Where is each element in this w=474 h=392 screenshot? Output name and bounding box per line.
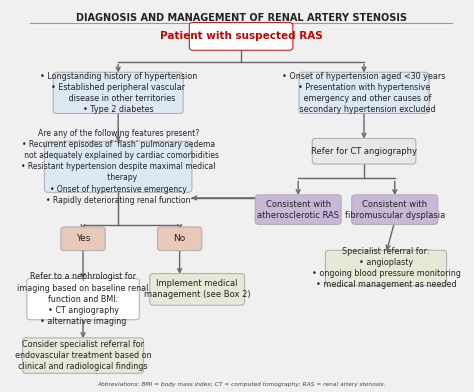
FancyBboxPatch shape — [312, 138, 416, 164]
Text: Consider specialist referral for
endovascular treatment based on
clinical and ra: Consider specialist referral for endovas… — [15, 340, 151, 371]
Text: Specialist referral for:
• angioplasty
• ongoing blood pressure monitoring
• med: Specialist referral for: • angioplasty •… — [311, 247, 460, 289]
FancyBboxPatch shape — [53, 72, 183, 114]
FancyBboxPatch shape — [150, 274, 245, 305]
FancyBboxPatch shape — [255, 195, 341, 224]
Text: • Onset of hypertension aged <30 years
• Presentation with hypertensive
   emerg: • Onset of hypertension aged <30 years •… — [283, 72, 446, 114]
Text: DIAGNOSIS AND MANAGEMENT OF RENAL ARTERY STENOSIS: DIAGNOSIS AND MANAGEMENT OF RENAL ARTERY… — [75, 13, 407, 23]
FancyBboxPatch shape — [157, 227, 202, 251]
Text: • Longstanding history of hypertension
• Established peripheral vascular
   dise: • Longstanding history of hypertension •… — [39, 72, 197, 114]
Text: Implement medical
management (see Box 2): Implement medical management (see Box 2) — [144, 279, 250, 299]
FancyBboxPatch shape — [189, 23, 293, 50]
FancyBboxPatch shape — [22, 338, 144, 373]
Text: Yes: Yes — [76, 234, 90, 243]
Text: Consistent with
fibromuscular dysplasia: Consistent with fibromuscular dysplasia — [345, 200, 445, 220]
FancyBboxPatch shape — [299, 72, 429, 114]
FancyBboxPatch shape — [352, 195, 438, 224]
FancyBboxPatch shape — [45, 141, 192, 192]
Text: No: No — [173, 234, 186, 243]
Text: Abbreviations: BMI = body mass index; CT = computed tomography; RAS = renal arte: Abbreviations: BMI = body mass index; CT… — [97, 382, 385, 387]
Text: Patient with suspected RAS: Patient with suspected RAS — [160, 31, 322, 42]
Text: Consistent with
atherosclerotic RAS: Consistent with atherosclerotic RAS — [257, 200, 339, 220]
FancyBboxPatch shape — [61, 227, 105, 251]
FancyBboxPatch shape — [27, 278, 139, 320]
Text: Refer for CT angiography: Refer for CT angiography — [311, 147, 417, 156]
Text: Are any of the following features present?
• Recurrent episodes of ‘flash’ pulmo: Are any of the following features presen… — [17, 129, 219, 205]
Text: Refer to a nephrologist for
imaging based on baseline renal
function and BMI:
• : Refer to a nephrologist for imaging base… — [18, 272, 149, 326]
FancyBboxPatch shape — [325, 250, 447, 286]
